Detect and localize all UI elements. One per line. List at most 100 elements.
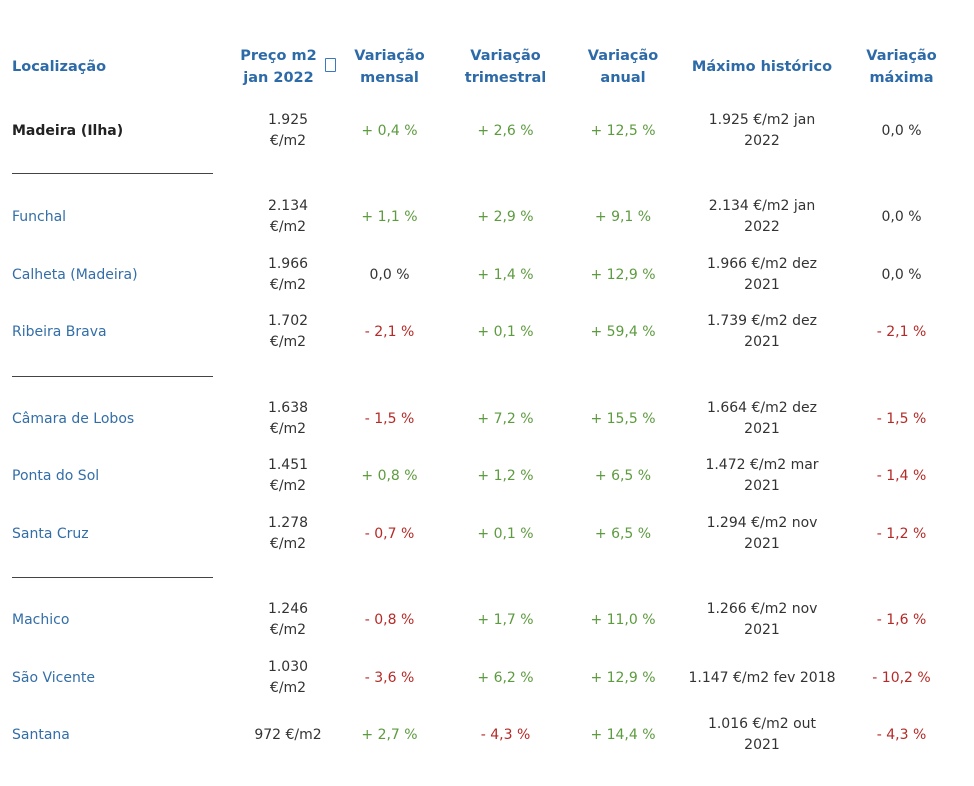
price-value: 1.278 €/m2 bbox=[268, 513, 308, 555]
text-line: mensal bbox=[360, 70, 419, 86]
location-link[interactable]: Santa Cruz bbox=[12, 525, 89, 542]
price-cell: 1.966 €/m2 bbox=[232, 249, 344, 301]
text-line: 1.966 €/m2 dez bbox=[707, 256, 817, 272]
historical-max-value: 2.134 €/m2 jan 2022 bbox=[709, 196, 816, 238]
header-annual-variation[interactable]: Variação anual bbox=[576, 44, 670, 90]
price-cell: 1.030 €/m2 bbox=[232, 652, 344, 704]
text-line: 1.966 bbox=[267, 256, 309, 272]
header-location[interactable]: Localização bbox=[12, 59, 107, 75]
location-link[interactable]: Ribeira Brava bbox=[12, 323, 107, 340]
location-link[interactable]: Machico bbox=[12, 611, 70, 628]
historical-max: 1.472 €/m2 mar 2021 bbox=[670, 450, 854, 502]
monthly-variation: + 0,8 % bbox=[361, 467, 418, 484]
monthly-variation: - 0,7 % bbox=[364, 525, 415, 542]
header-max-variation[interactable]: Variação máxima bbox=[854, 44, 949, 90]
monthly-variation: - 0,8 % bbox=[364, 611, 415, 628]
historical-max-value: 1.016 €/m2 out 2021 bbox=[708, 714, 816, 756]
text-line: €/m2 bbox=[269, 478, 307, 494]
price-value: 1.246 €/m2 bbox=[268, 599, 308, 641]
price-value: 1.451 €/m2 bbox=[268, 455, 308, 497]
text-line: máxima bbox=[869, 70, 934, 86]
text-line: €/m2 bbox=[269, 421, 307, 437]
location-link[interactable]: Ponta do Sol bbox=[12, 467, 100, 484]
annual-variation: + 6,5 % bbox=[594, 467, 652, 484]
quarterly-variation: + 1,7 % bbox=[477, 611, 534, 628]
text-line: 2022 bbox=[744, 133, 780, 149]
annual-variation: + 12,9 % bbox=[590, 669, 656, 686]
price-cell: 2.134 €/m2 bbox=[232, 191, 344, 243]
annual-variation: + 15,5 % bbox=[590, 410, 656, 427]
text-line: 1.664 €/m2 dez bbox=[707, 400, 817, 416]
text-line: 972 €/m2 bbox=[254, 726, 322, 743]
max-variation: - 1,5 % bbox=[876, 410, 927, 427]
text-line: 1.638 bbox=[267, 400, 309, 416]
price-cell: 1.702 €/m2 bbox=[232, 306, 344, 358]
location-link: Madeira (Ilha) bbox=[12, 122, 124, 139]
annual-variation: + 12,9 % bbox=[590, 266, 656, 283]
annual-variation: + 14,4 % bbox=[590, 726, 656, 743]
historical-max-value: 1.966 €/m2 dez 2021 bbox=[707, 254, 817, 296]
quarterly-variation: + 6,2 % bbox=[477, 669, 534, 686]
text-line: 1.472 €/m2 mar bbox=[705, 457, 819, 473]
quarterly-variation: + 1,2 % bbox=[477, 467, 534, 484]
location-link[interactable]: Câmara de Lobos bbox=[12, 410, 135, 427]
text-line: Preço m2 bbox=[240, 48, 317, 64]
annual-variation: + 11,0 % bbox=[590, 611, 656, 628]
text-line: trimestral bbox=[464, 70, 547, 86]
text-line: 1.925 bbox=[267, 112, 309, 128]
header-monthly-variation[interactable]: Variação mensal bbox=[344, 44, 435, 90]
sort-icon[interactable] bbox=[324, 58, 336, 72]
price-value: 1.030 €/m2 bbox=[268, 657, 308, 699]
text-line: 1.451 bbox=[267, 457, 309, 473]
price-value: 1.702 €/m2 bbox=[268, 311, 308, 353]
location-link[interactable]: São Vicente bbox=[12, 669, 95, 686]
text-line: 2021 bbox=[744, 277, 780, 293]
text-line: 2021 bbox=[744, 478, 780, 494]
group-divider bbox=[12, 173, 213, 174]
monthly-variation: - 3,6 % bbox=[364, 669, 415, 686]
text-line: Variação bbox=[866, 48, 937, 64]
location-link[interactable]: Funchal bbox=[12, 208, 67, 225]
location-link[interactable]: Calheta (Madeira) bbox=[12, 266, 138, 283]
text-line: €/m2 bbox=[269, 622, 307, 638]
text-line: €/m2 bbox=[269, 334, 307, 350]
group-divider bbox=[12, 376, 213, 377]
max-variation: - 2,1 % bbox=[876, 323, 927, 340]
header-price[interactable]: Preço m2 jan 2022 bbox=[232, 44, 344, 90]
historical-max: 1.925 €/m2 jan 2022 bbox=[670, 105, 854, 157]
price-cell: 1.278 €/m2 bbox=[232, 508, 344, 560]
text-line: 1.246 bbox=[267, 601, 309, 617]
text-line: 2.134 bbox=[267, 198, 309, 214]
text-line: 1.278 bbox=[267, 515, 309, 531]
price-cell: 1.638 €/m2 bbox=[232, 393, 344, 445]
quarterly-variation: + 7,2 % bbox=[477, 410, 534, 427]
historical-max: 1.147 €/m2 fev 2018 bbox=[670, 652, 854, 704]
historical-max-value: 1.147 €/m2 fev 2018 bbox=[688, 668, 835, 689]
price-value: 972 €/m2 bbox=[254, 725, 321, 746]
text-line: 1.925 €/m2 jan bbox=[708, 112, 816, 128]
header-quarterly-variation[interactable]: Variação trimestral bbox=[435, 44, 576, 90]
quarterly-variation: + 1,4 % bbox=[477, 266, 534, 283]
historical-max-value: 1.664 €/m2 dez 2021 bbox=[707, 398, 817, 440]
text-line: 1.016 €/m2 out bbox=[707, 716, 817, 732]
max-variation: 0,0 % bbox=[881, 122, 922, 139]
header-text: Variação anual bbox=[588, 45, 658, 89]
price-value: 1.925 €/m2 bbox=[268, 110, 308, 152]
max-variation: 0,0 % bbox=[881, 208, 922, 225]
quarterly-variation: + 2,9 % bbox=[477, 208, 534, 225]
quarterly-variation: + 0,1 % bbox=[477, 323, 534, 340]
monthly-variation: - 2,1 % bbox=[364, 323, 415, 340]
text-line: 1.739 €/m2 dez bbox=[707, 313, 817, 329]
historical-max: 1.739 €/m2 dez 2021 bbox=[670, 306, 854, 358]
location-link[interactable]: Santana bbox=[12, 726, 70, 743]
text-line: €/m2 bbox=[269, 277, 307, 293]
text-line: 1.294 €/m2 nov bbox=[706, 515, 818, 531]
text-line: 1.147 €/m2 fev 2018 bbox=[688, 669, 836, 686]
annual-variation: + 12,5 % bbox=[590, 122, 656, 139]
max-variation: - 1,6 % bbox=[876, 611, 927, 628]
text-line: €/m2 bbox=[269, 133, 307, 149]
header-text: Variação trimestral bbox=[465, 45, 546, 89]
group-divider bbox=[12, 577, 213, 578]
header-historical-max[interactable]: Máximo histórico bbox=[691, 59, 833, 75]
text-line: 2021 bbox=[744, 622, 780, 638]
